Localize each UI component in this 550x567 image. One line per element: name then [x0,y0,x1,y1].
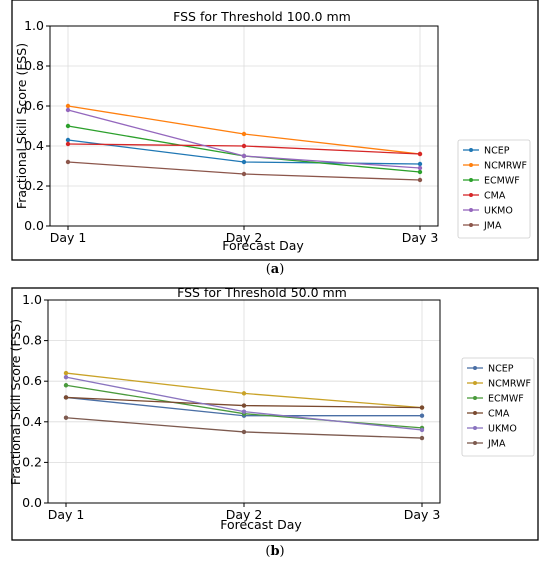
x-tick-label: Day 3 [402,230,439,245]
data-point [417,177,423,183]
legend-label: CMA [484,191,506,202]
data-point [241,171,247,177]
series-cma [63,395,425,410]
data-point [241,403,247,408]
data-point [419,405,425,410]
data-point [65,141,71,147]
y-tick-label: 0.8 [24,58,44,73]
y-tick-label: 0.2 [22,454,42,469]
legend-label: JMA [487,439,506,450]
data-point [65,123,71,129]
legend-marker [473,426,477,430]
data-point [63,374,69,380]
legend-label: UKMO [488,424,517,435]
legend-label: UKMO [484,206,513,217]
legend-marker [473,396,477,400]
data-point [63,383,69,388]
chart-panel-2: 0.0 0.2 0.4 0.6 0.8 1.0 Day 1 Day 2 Day 3 FSS for… [8,285,539,559]
chart-panel-1: 0.0 0.2 0.4 0.6 0.8 1.0 Day 1 Day 2 Day 3 FSS for… [11,0,539,277]
y-axis-label: Fractional Skill Score (FSS) [14,43,29,209]
data-point [419,413,425,418]
y-axis-label: Fractional Skill Score (FSS) [8,319,23,485]
series-jma [65,159,423,183]
legend-marker [473,381,477,385]
y-tick-label: 0.4 [22,414,42,429]
series-ukmo [65,107,423,171]
data-point [241,159,247,165]
y-tick-label: 0.2 [24,178,44,193]
legend-marker [473,411,477,415]
legend-label: ECMWF [488,394,524,405]
x-axis-label: Forecast Day [220,517,302,532]
data-point [63,395,69,400]
legend-marker [469,163,473,167]
legend: NCEP NCMRWF ECMWF CMA UKMO JMA [461,357,535,457]
legend-marker [469,193,473,197]
data-point [241,409,247,414]
data-point [241,131,247,137]
data-point [65,103,71,109]
data-point [241,391,247,396]
chart-title: FSS for Threshold 100.0 mm [173,9,351,24]
panel-frame [11,0,539,261]
panel-label: (a) [266,262,285,277]
legend-marker [473,366,477,370]
y-tick-label: 1.0 [24,18,44,33]
data-point [63,415,69,420]
data-point [63,370,69,376]
data-point [241,143,247,149]
legend-marker [469,178,473,182]
data-point [241,153,247,159]
x-axis-label: Forecast Day [222,238,304,253]
legend-label: JMA [483,221,502,232]
data-point [417,151,423,157]
data-point [417,161,423,167]
data-point [417,169,423,175]
data-point [65,137,71,143]
legend-label: NCMRWF [484,161,527,172]
legend-marker [469,208,473,212]
legend-label: NCEP [488,364,514,375]
data-point [65,107,71,113]
series-cma [65,141,423,157]
data-point [417,165,423,171]
legend-label: NCEP [484,146,510,157]
legend-marker [469,148,473,152]
panel-label: (b) [265,544,284,559]
y-tick-label: 0.6 [22,373,42,388]
panel-frame [11,287,539,541]
y-tick-label: 0.0 [24,218,44,233]
x-tick-label: Day 3 [404,507,441,522]
series-ncep [65,137,423,167]
y-tick-label: 0.4 [24,138,44,153]
legend-label: CMA [488,409,510,420]
legend-label: ECMWF [484,176,520,187]
data-point [419,435,425,441]
data-point [65,159,71,165]
x-tick-label: Day 1 [50,230,87,245]
series-ukmo [63,374,425,433]
legend-marker [469,223,473,227]
x-tick-label: Day 2 [226,507,263,522]
chart-title: FSS for Threshold 50.0 mm [177,285,347,300]
y-tick-label: 0.8 [22,333,42,348]
y-tick-label: 1.0 [22,292,42,307]
x-tick-label: Day 1 [48,507,85,522]
legend: NCEP NCMRWF ECMWF CMA UKMO JMA [457,139,531,239]
legend-label: NCMRWF [488,379,531,390]
legend-marker [473,441,477,445]
x-tick-label: Day 2 [226,230,263,245]
series-jma [63,415,425,441]
data-point [241,429,247,435]
y-tick-label: 0.0 [22,495,42,510]
y-tick-label: 0.6 [24,98,44,113]
data-point [419,427,425,433]
